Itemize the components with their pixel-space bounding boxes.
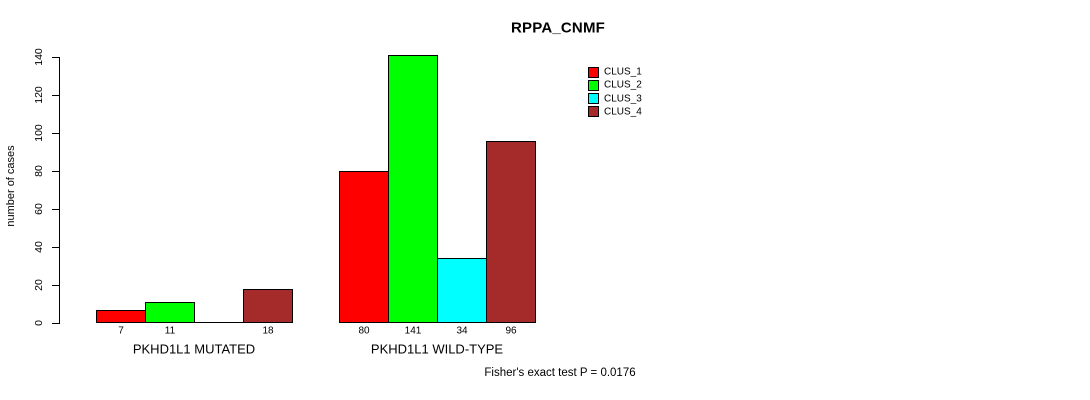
y-axis-tick-label: 40: [33, 241, 45, 253]
legend-label-clus_2: CLUS_2: [604, 79, 642, 91]
bar-value-label: 7: [118, 325, 124, 337]
legend-label-clus_1: CLUS_1: [604, 66, 642, 78]
y-axis-tick: [52, 322, 59, 324]
bar-value-label: 80: [358, 325, 370, 337]
chart-title: RPPA_CNMF: [510, 19, 606, 37]
bar-clus_4: [486, 141, 536, 323]
y-axis-tick-label: 60: [33, 203, 45, 215]
y-axis-label: number of cases: [5, 145, 17, 227]
y-axis-tick-label: 0: [33, 320, 45, 326]
legend-swatch-clus_4: [588, 106, 599, 118]
legend-label-clus_4: CLUS_4: [604, 106, 642, 118]
legend-swatch-clus_2: [588, 79, 599, 91]
y-axis-tick-label: 140: [33, 48, 45, 66]
y-axis-tick: [52, 246, 59, 248]
bar-clus_2: [145, 302, 195, 323]
fisher-test-annotation: Fisher's exact test P = 0.0176: [484, 367, 636, 379]
bar-clus_4: [243, 289, 293, 323]
y-axis-line: [59, 57, 60, 324]
y-axis-tick-label: 20: [33, 279, 45, 291]
y-axis-tick-label: 80: [33, 165, 45, 177]
y-axis-tick: [52, 56, 59, 58]
bar-value-label: 11: [164, 325, 176, 337]
group-label: PKHD1L1 WILD-TYPE: [370, 341, 504, 357]
group-label: PKHD1L1 MUTATED: [132, 341, 256, 357]
bar-clus_3-zero-line: [194, 322, 244, 323]
bar-value-label: 18: [262, 325, 274, 337]
bar-clus_1: [96, 310, 146, 323]
bar-clus_1: [339, 171, 389, 323]
bar-value-label: 141: [404, 325, 422, 337]
y-axis-tick: [52, 170, 59, 172]
bar-value-label: 34: [456, 325, 468, 337]
legend-label-clus_3: CLUS_3: [604, 93, 642, 105]
y-axis-tick-label: 100: [33, 124, 45, 142]
y-axis-tick-label: 120: [33, 86, 45, 104]
y-axis-tick: [52, 94, 59, 96]
bar-clus_2: [388, 55, 438, 323]
bar-value-label: 96: [505, 325, 517, 337]
legend-swatch-clus_3: [588, 93, 599, 105]
y-axis-tick: [52, 284, 59, 286]
bar-clus_3: [437, 258, 487, 323]
y-axis-tick: [52, 132, 59, 134]
y-axis-tick: [52, 208, 59, 210]
legend-swatch-clus_1: [588, 66, 599, 78]
